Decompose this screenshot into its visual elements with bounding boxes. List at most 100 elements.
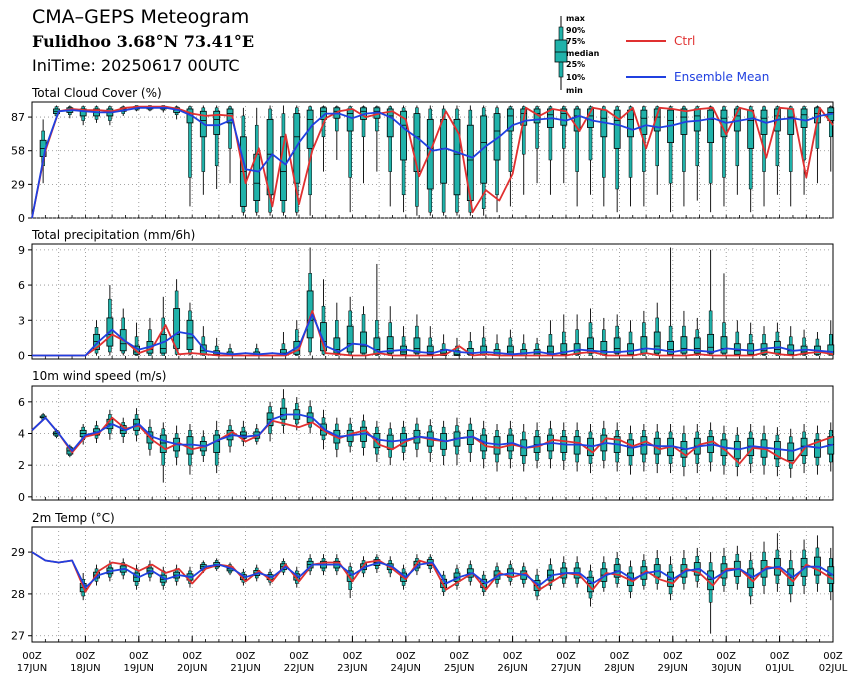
box-inner [587,337,594,354]
ensemble-box [466,417,474,462]
ensemble-mean-line [32,313,834,357]
box-inner [79,108,87,117]
ensemble-box [680,105,688,207]
ensemble-box [186,302,194,356]
ensemble-box [480,326,488,356]
legend-box-label: 25% [566,60,585,69]
y-tick-label: 0 [18,491,25,504]
x-tick-date: 30JUN [711,663,741,674]
box-outer [575,329,579,356]
ensemble-box [667,424,674,474]
ensemble-box [773,322,781,356]
x-tick-hour: 00Z [503,651,523,662]
ensemble-box [787,105,795,207]
ensemble-box [440,334,448,356]
box-inner [640,109,648,135]
ensemble-box [667,247,674,356]
box-inner [346,325,354,353]
box-outer [775,106,780,167]
y-tick-label: 87 [11,111,25,124]
ensemble-box [560,105,568,184]
legend-box-label: 90% [566,26,585,35]
y-tick-label: 0 [18,349,25,362]
box-outer [214,107,219,167]
ensemble-box [480,105,488,216]
box-inner [93,333,100,351]
box-inner [400,110,407,161]
panel-title-wind: 10m wind speed (m/s) [32,369,167,383]
box-outer [548,106,553,161]
x-tick-date: 26JUN [497,663,527,674]
x-tick-date: 17JUN [17,663,47,674]
legend-box-label: max [566,14,586,23]
x-tick-date: 20JUN [177,663,207,674]
box-outer [762,106,766,172]
y-tick-label: 58 [11,145,25,158]
ensemble-box [119,308,127,356]
ensemble-box [693,547,701,588]
box-outer [535,106,539,149]
panel-2: 0 2 4 6 [18,385,835,504]
ensemble-box [93,105,100,123]
x-tick-date: 25JUN [444,663,474,674]
legend: max 90% 75% median 25% 10% min Ctrl Ensemble Mea… [554,14,769,95]
ensemble-box [587,308,594,356]
ensemble-box [613,422,621,472]
ensemble-box [360,414,367,456]
box-inner [627,343,634,355]
ensemble-box [186,105,194,207]
box-outer [788,106,793,172]
box-inner [613,337,621,354]
x-tick-hour: 00Z [236,651,256,662]
box-inner [386,336,394,354]
ensemble-box [613,105,621,213]
init-time-label: IniTime: 20250617 00UTC [32,56,240,75]
x-tick-date: 02JUL [819,663,848,674]
ensemble-box [547,320,554,356]
y-tick-label: 3 [18,314,25,327]
box-inner [560,343,568,355]
ensemble-mean-line [31,413,834,452]
box-inner [627,109,634,138]
legend-box-label: min [566,86,583,95]
x-tick-date: 01JUL [765,663,794,674]
y-tick-label: 6 [18,279,25,292]
box-inner [440,119,448,184]
box-inner [667,340,674,355]
box-outer [628,106,633,178]
ensemble-box [360,306,367,356]
ensemble-box [560,314,568,356]
x-tick-hour: 00Z [76,651,96,662]
box-inner [173,308,181,349]
box-inner [814,439,821,458]
legend-mean-label: Ensemble Mean [674,70,769,84]
x-tick-hour: 00Z [182,651,202,662]
ensemble-box [280,332,287,356]
ensemble-box [426,326,434,356]
y-tick-label: 27 [11,630,25,643]
ensemble-box [386,422,394,466]
ensemble-box [720,273,728,356]
box-inner [560,108,568,126]
ensemble-box [413,105,421,216]
ensemble-box [573,422,581,472]
y-tick-label: 28 [11,588,25,601]
box-inner [680,336,688,354]
ensemble-box [800,329,808,356]
ensemble-box [440,420,448,466]
ensemble-box [386,306,394,356]
ensemble-box [733,545,741,590]
box-outer [388,106,392,172]
box-inner [747,343,755,355]
ensemble-box [173,279,181,356]
box-inner [159,434,167,453]
ensemble-box [814,425,821,475]
panel-title-cloud: Total Cloud Cover (%) [32,86,162,100]
panel-title-precip: Total precipitation (mm/6h) [32,228,196,242]
x-tick-hour: 00Z [22,651,42,662]
box-inner [693,337,701,354]
box-outer [335,106,339,132]
ensemble-box [573,556,581,588]
box-inner [787,442,795,461]
box-outer [735,106,740,167]
